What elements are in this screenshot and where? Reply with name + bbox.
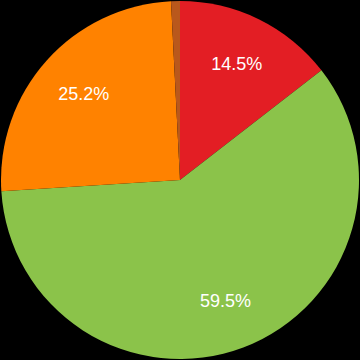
data-label: 14.5%: [211, 54, 262, 74]
slices: [1, 1, 359, 359]
labels: 14.5% 59.5% 25.2%: [58, 54, 262, 310]
data-label: 25.2%: [58, 84, 109, 104]
slice: [1, 1, 180, 191]
data-label: 59.5%: [200, 291, 251, 311]
background: [0, 0, 360, 360]
slice: [171, 1, 180, 180]
chart: 14.5% 59.5% 25.2%: [0, 0, 360, 360]
